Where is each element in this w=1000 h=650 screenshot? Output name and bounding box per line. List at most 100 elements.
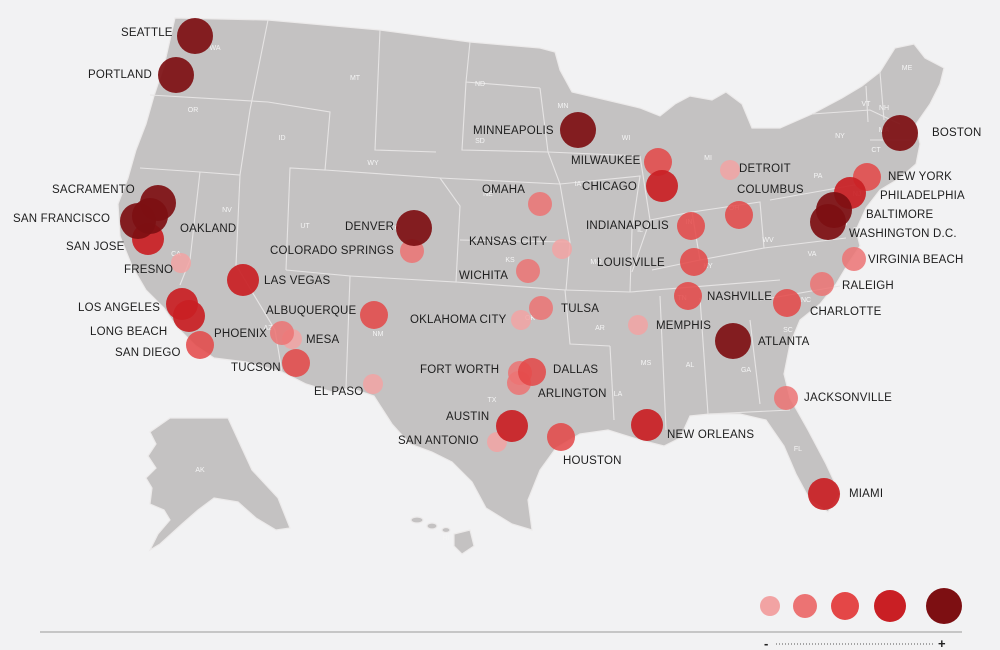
city-bubble-columbus[interactable] [725, 201, 753, 229]
state-abbr-wy: WY [367, 160, 379, 167]
city-label-oklahoma-city: OKLAHOMA CITY [410, 314, 507, 326]
city-bubble-austin[interactable] [496, 410, 528, 442]
state-abbr-ga: GA [741, 367, 751, 374]
city-label-tucson: TUCSON [231, 362, 281, 374]
city-bubble-louisville[interactable] [680, 248, 708, 276]
legend-bubble-level-3 [831, 592, 859, 620]
city-bubble-dallas[interactable] [518, 358, 546, 386]
city-bubble-milwaukee[interactable] [644, 148, 672, 176]
city-bubble-raleigh[interactable] [810, 272, 834, 296]
city-bubble-new-orleans[interactable] [631, 409, 663, 441]
city-label-baltimore: BALTIMORE [866, 209, 934, 221]
city-label-oakland: OAKLAND [180, 223, 236, 235]
city-bubble-long-beach[interactable] [173, 300, 205, 332]
city-label-philadelphia: PHILADELPHIA [880, 190, 965, 202]
state-abbr-sd: SD [475, 138, 485, 145]
city-label-minneapolis: MINNEAPOLIS [473, 125, 554, 137]
city-bubble-charlotte[interactable] [773, 289, 801, 317]
city-bubble-san-diego[interactable] [186, 331, 214, 359]
city-bubble-virginia-beach[interactable] [842, 247, 866, 271]
state-abbr-ct: CT [871, 147, 881, 154]
city-bubble-seattle[interactable] [177, 18, 213, 54]
state-abbr-mi: MI [704, 155, 712, 162]
state-abbr-al: AL [686, 362, 695, 369]
state-abbr-wv: WV [762, 237, 774, 244]
state-abbr-id: ID [279, 135, 286, 142]
state-abbr-wa: WA [209, 45, 220, 52]
city-label-layer: SEATTLE PORTLAND SACRAMENTO SAN FRANCISCO OA… [13, 27, 982, 500]
city-label-san-antonio: SAN ANTONIO [398, 435, 479, 447]
state-abbr-hi: HI [443, 535, 450, 542]
city-label-seattle: SEATTLE [121, 27, 173, 39]
state-abbr-ak: AK [195, 467, 205, 474]
hawaii-islands [410, 516, 475, 555]
city-bubble-phoenix[interactable] [270, 321, 294, 345]
city-bubble-kansas-city[interactable] [552, 239, 572, 259]
state-abbr-mt: MT [350, 75, 361, 82]
city-bubble-albuquerque[interactable] [360, 301, 388, 329]
city-bubble-baltimore[interactable] [816, 192, 852, 228]
city-label-tulsa: TULSA [561, 303, 599, 315]
city-label-austin: AUSTIN [446, 411, 489, 423]
city-bubble-minneapolis[interactable] [560, 112, 596, 148]
city-bubble-wichita[interactable] [516, 259, 540, 283]
city-bubble-el-paso[interactable] [363, 374, 383, 394]
city-label-los-angeles: LOS ANGELES [78, 302, 160, 314]
city-label-atlanta: ATLANTA [758, 336, 810, 348]
city-bubble-fresno[interactable] [171, 253, 191, 273]
state-abbr-sc: SC [783, 327, 793, 334]
city-bubble-denver[interactable] [396, 210, 432, 246]
city-label-albuquerque: ALBUQUERQUE [266, 305, 357, 317]
city-bubble-omaha[interactable] [528, 192, 552, 216]
city-label-memphis: MEMPHIS [656, 320, 711, 332]
city-bubble-memphis[interactable] [628, 315, 648, 335]
city-bubble-tucson[interactable] [282, 349, 310, 377]
city-bubble-tulsa[interactable] [529, 296, 553, 320]
city-label-raleigh: RALEIGH [842, 280, 894, 292]
city-bubble-nashville[interactable] [674, 282, 702, 310]
city-bubble-las-vegas[interactable] [227, 264, 259, 296]
state-abbr-vt: VT [862, 101, 872, 108]
city-label-new-orleans: NEW ORLEANS [667, 429, 754, 441]
city-label-boston: BOSTON [932, 127, 982, 139]
city-label-chicago: CHICAGO [582, 181, 637, 193]
state-abbr-mo: MO [590, 259, 602, 266]
city-bubble-oakland[interactable] [132, 198, 168, 234]
legend-minus-label: - [764, 636, 768, 650]
city-label-las-vegas: LAS VEGAS [264, 275, 330, 287]
city-label-columbus: COLUMBUS [737, 184, 804, 196]
alaska-landmass [145, 417, 291, 552]
city-label-portland: PORTLAND [88, 69, 152, 81]
city-bubble-detroit[interactable] [720, 160, 740, 180]
city-label-wichita: WICHITA [459, 270, 508, 282]
state-abbr-ms: MS [641, 360, 652, 367]
city-bubble-houston[interactable] [547, 423, 575, 451]
city-label-long-beach: LONG BEACH [90, 326, 167, 338]
city-label-omaha: OMAHA [482, 184, 525, 196]
city-bubble-oklahoma-city[interactable] [511, 310, 531, 330]
state-abbr-la: LA [614, 391, 623, 398]
state-abbr-co: CO [390, 225, 401, 232]
city-bubble-atlanta[interactable] [715, 323, 751, 359]
state-abbr-fl: FL [794, 446, 802, 453]
state-abbr-il: IL [637, 227, 643, 234]
city-label-fresno: FRESNO [124, 264, 173, 276]
legend-bubble-level-1 [760, 596, 780, 616]
city-label-milwaukee: MILWAUKEE [571, 155, 641, 167]
city-bubble-portland[interactable] [158, 57, 194, 93]
state-abbr-nh: NH [879, 105, 889, 112]
city-label-new-york: NEW YORK [888, 171, 952, 183]
state-abbr-az: AZ [264, 325, 274, 332]
legend-bubbles [760, 588, 962, 624]
city-label-miami: MIAMI [849, 488, 883, 500]
state-abbr-mn: MN [558, 103, 569, 110]
state-abbr-nv: NV [222, 207, 232, 214]
city-bubble-jacksonville[interactable] [774, 386, 798, 410]
state-abbr-me: ME [902, 65, 913, 72]
city-bubble-miami[interactable] [808, 478, 840, 510]
city-bubble-boston[interactable] [882, 115, 918, 151]
state-abbr-de: DE [853, 227, 863, 234]
city-bubble-indianapolis[interactable] [677, 212, 705, 240]
city-bubble-chicago[interactable] [646, 170, 678, 202]
